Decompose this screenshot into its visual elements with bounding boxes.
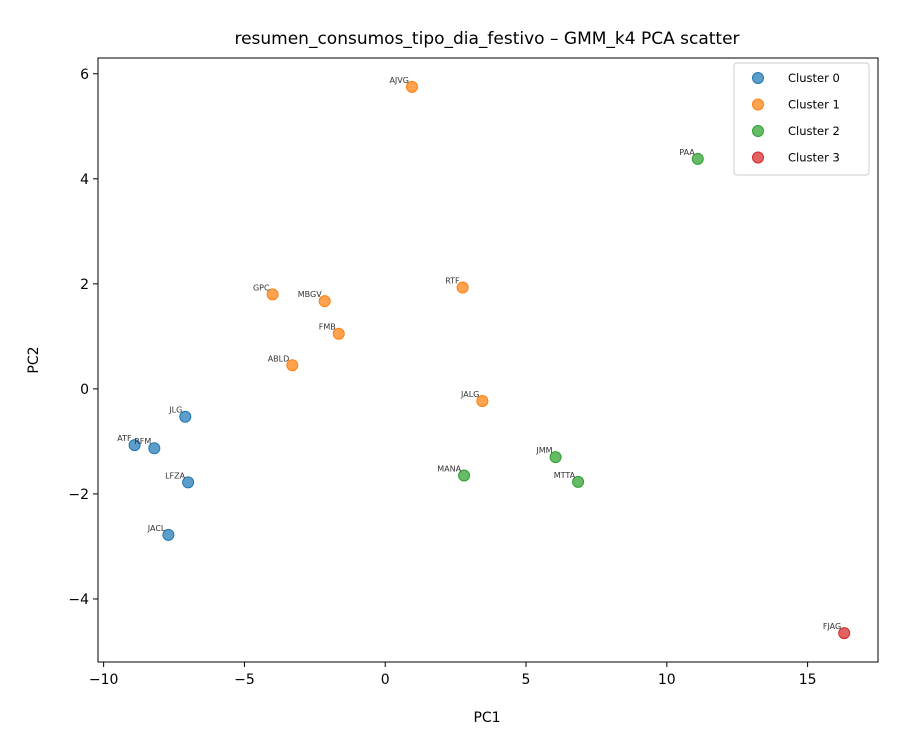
- scatter-point: [332, 327, 345, 340]
- scatter-point: [572, 475, 585, 488]
- scatter-point: [838, 627, 851, 640]
- y-tick-label: −4: [68, 592, 89, 608]
- legend-label: Cluster 1: [788, 98, 840, 112]
- scatter-point: [549, 451, 562, 464]
- point-label: PAA: [679, 148, 695, 157]
- legend-marker: [752, 72, 764, 84]
- scatter-point: [179, 410, 192, 423]
- legend-marker: [752, 151, 764, 164]
- chart-title: resumen_consumos_tipo_dia_festivo – GMM_…: [234, 29, 739, 49]
- point-label: JMM: [535, 446, 552, 455]
- plot-area: JLG ATF RFM LFZA JACL AJVG GPC MBGV FMB RTF ABLD JA…: [117, 76, 851, 640]
- legend-label: Cluster 0: [788, 71, 840, 85]
- point-label: RTF: [445, 277, 460, 286]
- y-axis: −4 −2 0 2 4 6: [68, 67, 98, 608]
- point-label: LFZA: [165, 471, 186, 480]
- point-label: MTTA: [554, 471, 576, 480]
- x-axis: −10 −5 0 5 10 15: [89, 662, 817, 688]
- y-tick-label: 6: [80, 67, 89, 83]
- scatter-point: [148, 442, 161, 455]
- y-tick-label: 2: [80, 277, 89, 293]
- scatter-point: [182, 476, 195, 489]
- point-label: FJAG: [823, 622, 841, 631]
- y-axis-label: PC2: [26, 346, 42, 373]
- point-label: GPC: [253, 283, 270, 292]
- x-tick-label: −5: [234, 672, 255, 688]
- scatter-point: [691, 152, 704, 165]
- legend: Cluster 0 Cluster 1 Cluster 2 Cluster 3: [733, 62, 870, 176]
- scatter-point: [286, 359, 299, 372]
- point-label: JLG: [168, 406, 182, 415]
- legend-label: Cluster 2: [788, 124, 840, 138]
- y-tick-label: −2: [68, 487, 89, 503]
- plot-frame: [97, 57, 879, 663]
- scatter-point: [405, 80, 418, 93]
- legend-marker: [752, 125, 764, 137]
- x-tick-label: 5: [522, 672, 531, 688]
- point-label: JACL: [147, 524, 166, 533]
- scatter-point: [162, 528, 175, 541]
- x-tick-label: 0: [381, 672, 390, 688]
- scatter-point: [456, 281, 469, 294]
- legend-marker: [752, 98, 764, 111]
- point-label: JALG: [460, 390, 479, 399]
- legend-label: Cluster 3: [788, 151, 840, 165]
- scatter-point: [476, 394, 489, 407]
- x-axis-label: PC1: [473, 710, 500, 726]
- point-label: RFM: [134, 437, 151, 446]
- x-tick-label: −10: [89, 672, 119, 688]
- scatter-point: [318, 295, 331, 308]
- point-label: ATF: [117, 434, 132, 443]
- legend-frame: [733, 62, 870, 176]
- y-tick-label: 4: [80, 172, 89, 188]
- point-label: FMB: [319, 323, 336, 332]
- scatter-point: [266, 288, 279, 301]
- scatter-point: [458, 469, 471, 482]
- scatter-point: [128, 439, 141, 452]
- point-label: MANA: [437, 465, 461, 474]
- y-tick-label: 0: [80, 382, 89, 398]
- point-label: MBGV: [298, 290, 322, 299]
- x-tick-label: 10: [658, 672, 676, 688]
- point-label: ABLD: [268, 354, 290, 363]
- x-tick-label: 15: [799, 672, 817, 688]
- point-label: AJVG: [389, 76, 409, 85]
